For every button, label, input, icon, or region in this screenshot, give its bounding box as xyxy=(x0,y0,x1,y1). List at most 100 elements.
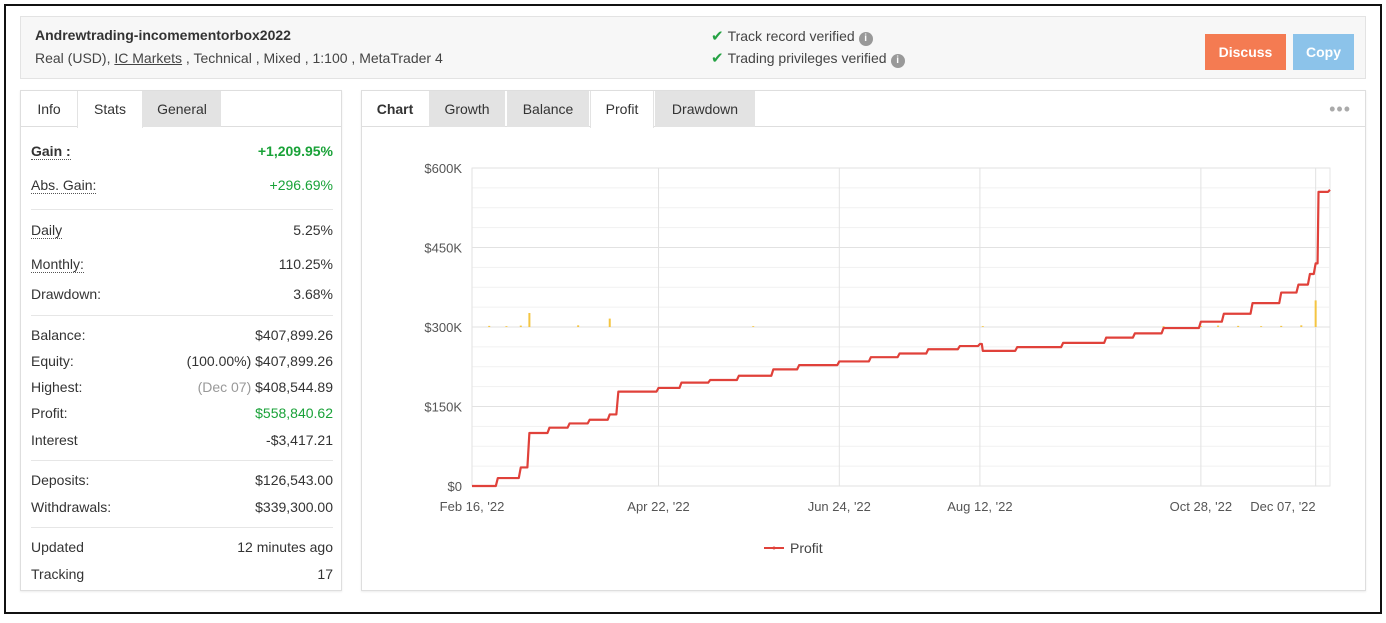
y-tick-label: $0 xyxy=(448,479,462,494)
tab-balance[interactable]: Balance xyxy=(507,91,589,127)
stat-withdrawals: Withdrawals: $339,300.00 xyxy=(31,499,333,521)
y-tick-label: $300K xyxy=(424,320,462,335)
stat-abs-gain: Abs. Gain: +296.69% xyxy=(31,177,333,199)
check-icon: ✔ xyxy=(711,28,724,45)
stat-label: Drawdown: xyxy=(31,286,102,302)
x-tick-label: Dec 07, '22 xyxy=(1250,499,1315,514)
x-tick-label: Feb 16, '22 xyxy=(440,499,505,514)
stat-label[interactable]: Abs. Gain: xyxy=(31,177,97,194)
stat-value: 17 xyxy=(317,566,333,582)
account-meta: Real (USD), IC Markets , Technical , Mix… xyxy=(35,50,443,66)
broker-link[interactable]: IC Markets xyxy=(114,50,183,66)
tab-drawdown[interactable]: Drawdown xyxy=(655,91,755,127)
stat-value: +1,209.95% xyxy=(257,143,333,159)
track-record-verified: ✔ Track record verified i xyxy=(711,27,873,46)
profit-series-line xyxy=(472,189,1331,488)
tab-stats[interactable]: Stats xyxy=(77,91,143,128)
stat-value: +296.69% xyxy=(269,177,333,193)
trading-privileges-verified: ✔ Trading privileges verified i xyxy=(711,49,905,68)
stat-daily: Daily 5.25% xyxy=(31,222,333,244)
volume-bar xyxy=(519,325,522,327)
stat-label: Deposits: xyxy=(31,472,90,488)
stat-label[interactable]: Monthly: xyxy=(31,256,84,273)
check-icon: ✔ xyxy=(711,50,724,67)
volume-bar xyxy=(1162,326,1165,327)
stat-equity: Equity: (100.00%) $407,899.26 xyxy=(31,353,333,375)
divider xyxy=(31,527,333,528)
stat-value: $407,899.26 xyxy=(255,353,333,369)
stat-label: Equity: xyxy=(31,353,74,369)
stat-value: $558,840.62 xyxy=(255,405,333,421)
discuss-button[interactable]: Discuss xyxy=(1205,34,1286,70)
more-options-icon[interactable]: ••• xyxy=(1329,99,1351,119)
stat-value: $126,543.00 xyxy=(255,472,333,488)
y-tick-label: $450K xyxy=(424,241,462,256)
stats-tabs: Info Stats General xyxy=(21,91,341,128)
window-frame: Andrewtrading-incomementorbox2022 Real (… xyxy=(4,4,1382,614)
volume-bar xyxy=(1280,325,1283,327)
volume-bar xyxy=(752,326,755,327)
x-tick-label: Apr 22, '22 xyxy=(627,499,689,514)
tab-growth[interactable]: Growth xyxy=(429,91,505,127)
stat-balance: Balance: $407,899.26 xyxy=(31,327,333,349)
volume-bar xyxy=(1314,300,1317,327)
stat-prefix: (100.00%) xyxy=(186,353,252,369)
copy-button[interactable]: Copy xyxy=(1293,34,1354,70)
info-icon[interactable]: i xyxy=(890,54,905,68)
stat-value: -$3,417.21 xyxy=(266,432,333,448)
divider xyxy=(31,315,333,316)
volume-bar xyxy=(528,313,531,327)
stat-gain: Gain : +1,209.95% xyxy=(31,143,333,165)
tab-profit[interactable]: Profit xyxy=(590,91,654,128)
account-header: Andrewtrading-incomementorbox2022 Real (… xyxy=(20,16,1366,79)
volume-bar xyxy=(981,326,984,327)
volume-bar xyxy=(488,325,491,327)
stat-value: $339,300.00 xyxy=(255,499,333,515)
stat-value: 12 minutes ago xyxy=(237,539,333,555)
stat-interest: Interest -$3,417.21 xyxy=(31,432,333,454)
volume-bar xyxy=(577,325,580,327)
stat-label[interactable]: Gain : xyxy=(31,143,71,160)
stat-value: 110.25% xyxy=(278,256,333,272)
info-icon[interactable]: i xyxy=(858,32,873,46)
stat-value: $408,544.89 xyxy=(255,379,333,395)
stat-monthly: Monthly: 110.25% xyxy=(31,256,333,278)
legend-marker xyxy=(772,546,776,550)
chart-panel: Chart Growth Balance Profit Drawdown •••… xyxy=(361,90,1366,591)
divider xyxy=(31,460,333,461)
stat-label: Updated xyxy=(31,539,84,555)
profit-chart: $0 $150K $300K $450K $600K Feb 16, '22 Apr 22,… xyxy=(424,161,1331,556)
stat-deposits: Deposits: $126,543.00 xyxy=(31,472,333,494)
account-name: Andrewtrading-incomementorbox2022 xyxy=(35,27,291,43)
stat-label: Tracking xyxy=(31,566,85,582)
stat-label: Interest xyxy=(31,432,78,448)
volume-bar xyxy=(1237,325,1240,327)
stat-updated: Updated 12 minutes ago xyxy=(31,539,333,561)
stat-label: Profit: xyxy=(31,405,68,421)
volume-bar xyxy=(608,318,611,327)
stats-panel: Info Stats General Gain : +1,209.95% Abs… xyxy=(20,90,342,591)
volume-bar xyxy=(505,326,508,327)
stat-value: $407,899.26 xyxy=(255,327,333,343)
stat-prefix: (Dec 07) xyxy=(197,379,252,395)
stat-profit: Profit: $558,840.62 xyxy=(31,405,333,427)
account-meta-prefix: Real (USD), xyxy=(35,50,115,66)
stat-label[interactable]: Daily xyxy=(31,222,63,239)
stat-label: Withdrawals: xyxy=(31,499,112,515)
stat-tracking: Tracking 17 xyxy=(31,566,333,588)
volume-bar xyxy=(1300,325,1303,327)
tab-general[interactable]: General xyxy=(143,91,221,127)
x-tick-label: Aug 12, '22 xyxy=(947,499,1012,514)
stat-value-wrap: (Dec 07) $408,544.89 xyxy=(198,379,333,395)
tab-chart[interactable]: Chart xyxy=(376,101,414,117)
account-meta-suffix: , Technical , Mixed , 1:100 , MetaTrader… xyxy=(182,50,443,66)
tab-info[interactable]: Info xyxy=(37,101,61,117)
x-tick-label: Jun 24, '22 xyxy=(808,499,871,514)
volume-bar xyxy=(1217,325,1220,327)
stat-label: Highest: xyxy=(31,379,83,395)
stat-highest: Highest: (Dec 07) $408,544.89 xyxy=(31,379,333,401)
legend-label: Profit xyxy=(790,540,823,556)
chart-tabs: Chart Growth Balance Profit Drawdown ••• xyxy=(362,91,1365,128)
y-tick-label: $600K xyxy=(424,161,462,176)
stat-label: Balance: xyxy=(31,327,86,343)
